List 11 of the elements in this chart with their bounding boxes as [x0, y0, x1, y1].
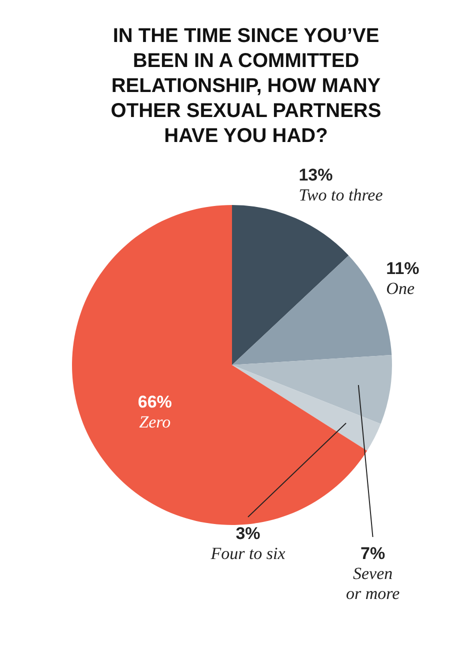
slice-label: Two to three: [298, 186, 384, 205]
data-label: 11%: [386, 258, 420, 278]
data-label: 13%: [298, 166, 333, 185]
data-label: 66%: [138, 392, 172, 412]
slice-label: Four to six: [210, 544, 286, 563]
data-label: 7%: [360, 544, 386, 563]
slice-label: One: [386, 278, 415, 298]
chart-title: IN THE TIME SINCE YOU’VE BEEN IN A COMMITTED RELATIONSHIP, HOW MANY OTHER SEXUAL PARTNERS HAVE YOU HAD?: [110, 24, 382, 149]
data-label: 3%: [236, 524, 260, 543]
slice-label: Seven or more: [346, 564, 400, 603]
slice-label: Zero: [139, 412, 171, 432]
